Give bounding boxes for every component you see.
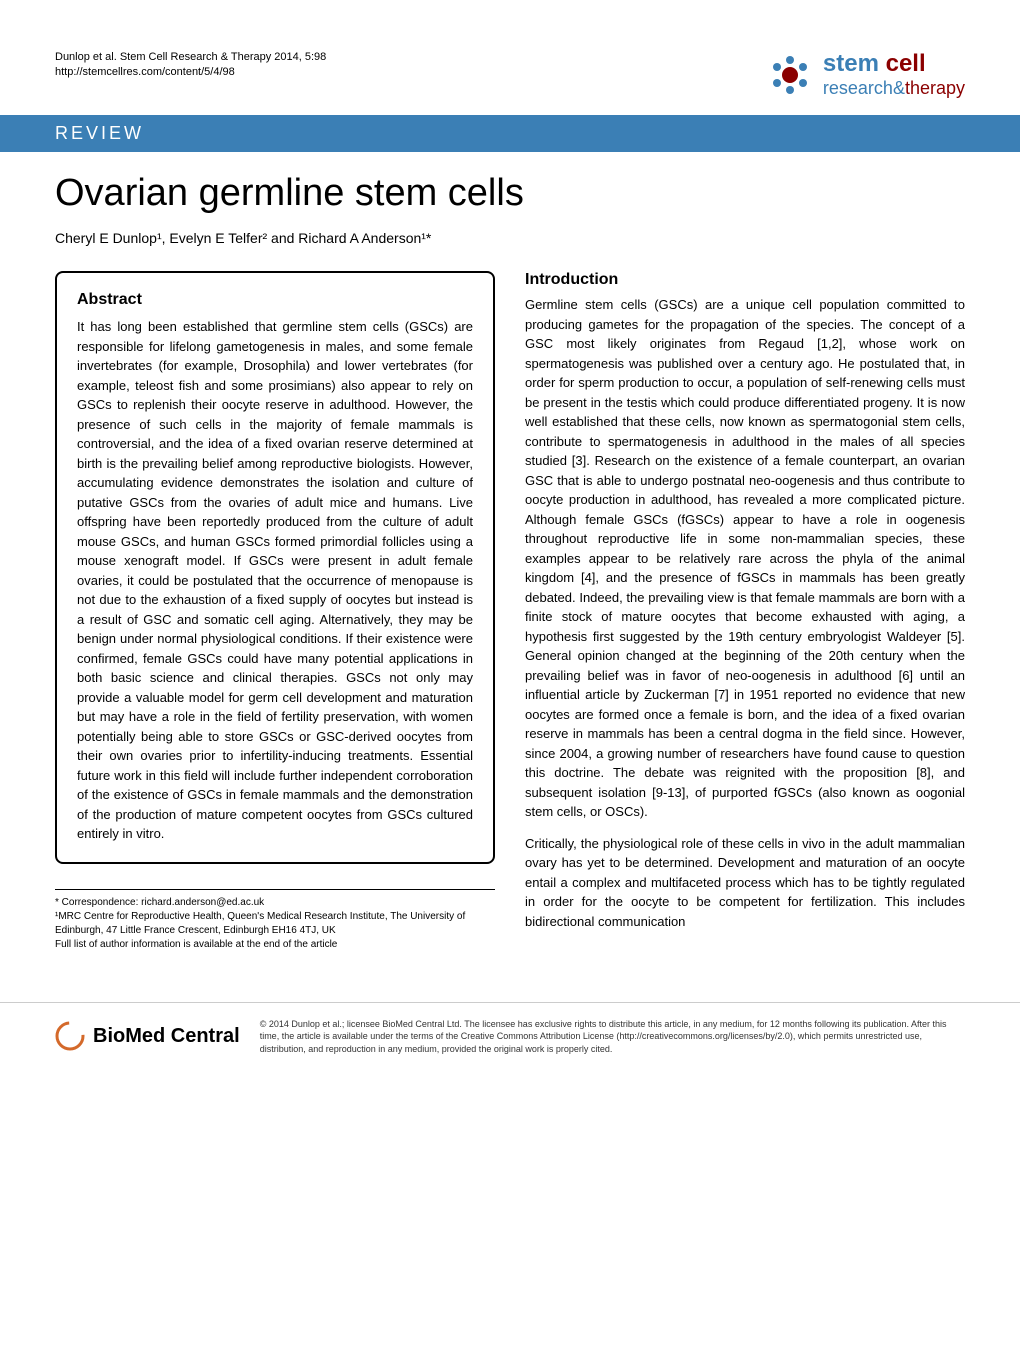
authors-line: Cheryl E Dunlop¹, Evelyn E Telfer² and R… <box>55 230 965 246</box>
logo-text: stem cell research&therapy <box>823 51 965 98</box>
left-column: Abstract It has long been established th… <box>55 271 495 952</box>
review-bar: REVIEW <box>0 115 1020 152</box>
citation-line1: Dunlop et al. Stem Cell Research & Thera… <box>55 50 326 65</box>
abstract-text: It has long been established that germli… <box>77 317 473 844</box>
citation-url: http://stemcellres.com/content/5/4/98 <box>55 65 326 80</box>
page-container: Dunlop et al. Stem Cell Research & Thera… <box>0 0 1020 982</box>
stemcell-icon <box>765 50 815 100</box>
article-title: Ovarian germline stem cells <box>55 172 965 215</box>
logo-stem-text: stem <box>823 50 879 77</box>
introduction-body: Germline stem cells (GSCs) are a unique … <box>525 295 965 931</box>
logo-research-text: research& <box>823 78 905 98</box>
content-columns: Abstract It has long been established th… <box>55 271 965 952</box>
logo-cell-text: cell <box>886 50 926 77</box>
correspondence-email: * Correspondence: richard.anderson@ed.ac… <box>55 896 495 910</box>
correspondence-block: * Correspondence: richard.anderson@ed.ac… <box>55 889 495 952</box>
correspondence-note: Full list of author information is avail… <box>55 938 495 952</box>
intro-para2: Critically, the physiological role of th… <box>525 834 965 932</box>
header-row: Dunlop et al. Stem Cell Research & Thera… <box>55 50 965 100</box>
right-column: Introduction Germline stem cells (GSCs) … <box>525 271 965 952</box>
correspondence-affiliation: ¹MRC Centre for Reproductive Health, Que… <box>55 910 495 938</box>
biomed-central-logo: BioMed Central <box>55 1021 240 1051</box>
abstract-heading: Abstract <box>77 291 473 309</box>
bmc-icon <box>55 1021 85 1051</box>
logo-therapy-text: therapy <box>905 78 965 98</box>
introduction-heading: Introduction <box>525 271 965 289</box>
intro-para1: Germline stem cells (GSCs) are a unique … <box>525 295 965 822</box>
footer: BioMed Central © 2014 Dunlop et al.; lic… <box>0 1002 1020 1071</box>
license-text: © 2014 Dunlop et al.; licensee BioMed Ce… <box>260 1018 965 1056</box>
abstract-box: Abstract It has long been established th… <box>55 271 495 864</box>
bmc-label: BioMed Central <box>93 1025 240 1048</box>
citation-block: Dunlop et al. Stem Cell Research & Thera… <box>55 50 326 81</box>
journal-logo: stem cell research&therapy <box>765 50 965 100</box>
